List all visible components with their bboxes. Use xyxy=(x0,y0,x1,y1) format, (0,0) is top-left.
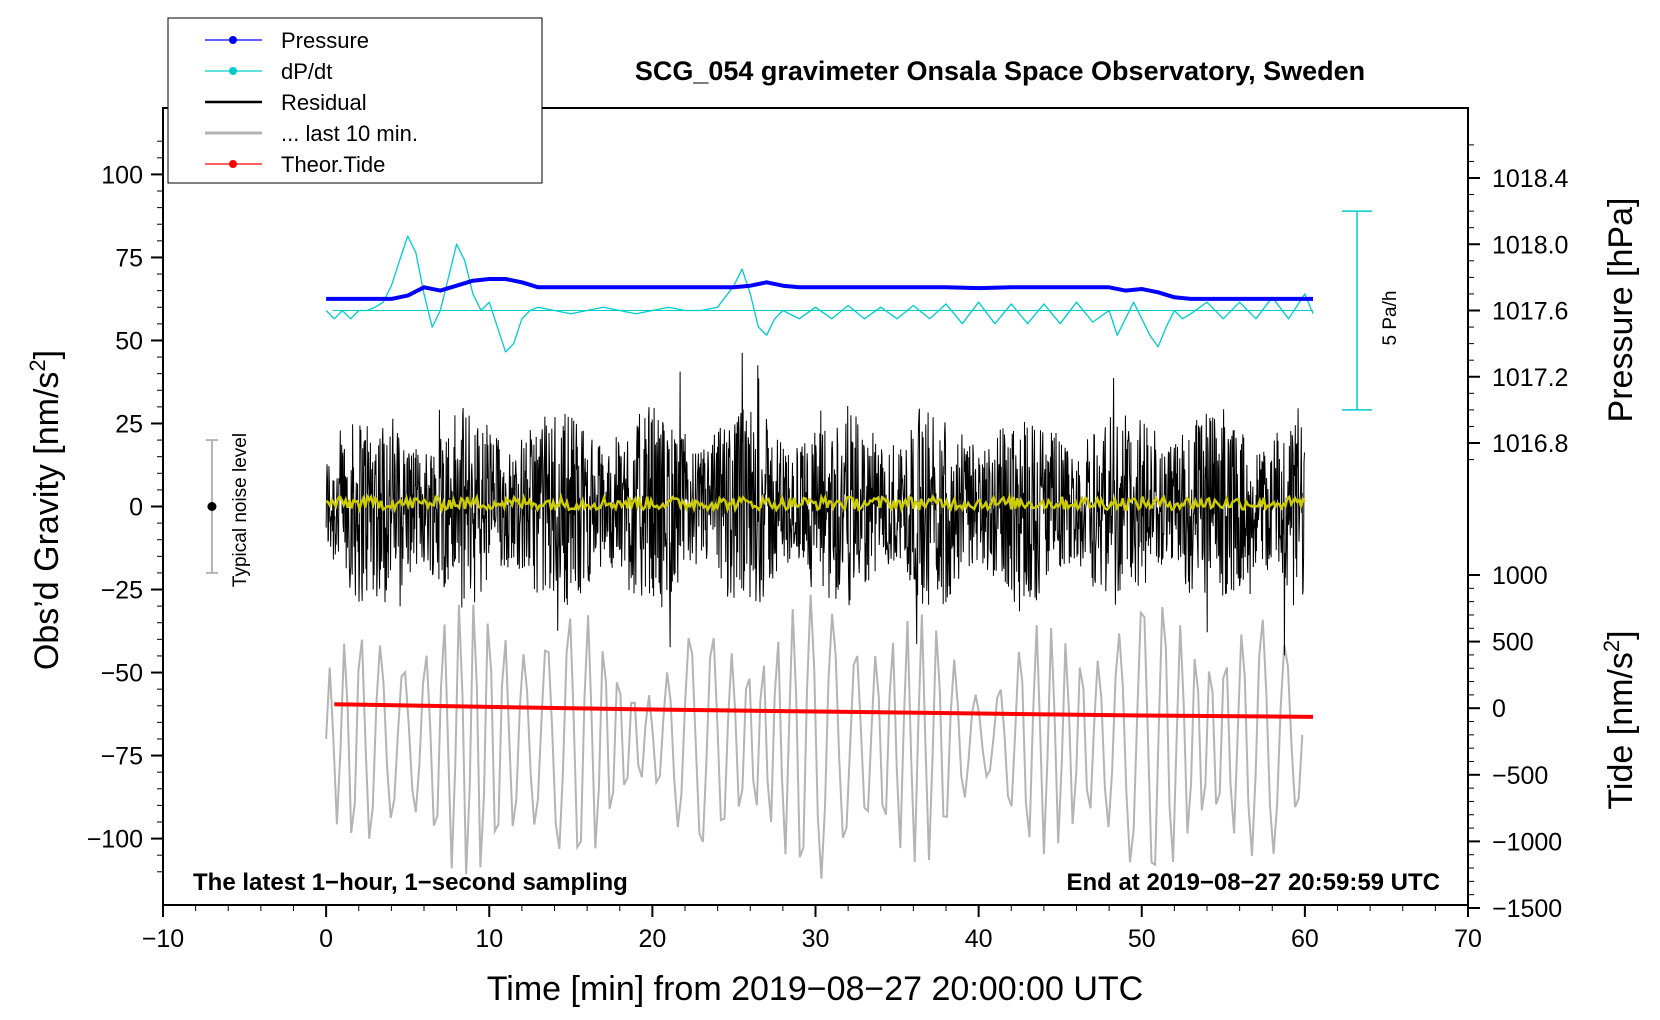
x-tick-label: 30 xyxy=(802,925,830,953)
dpdt-scale-label: 5 Pa/h xyxy=(1380,291,1401,346)
pressure-tick-label: 1018.0 xyxy=(1492,231,1568,259)
x-tick-label: −10 xyxy=(142,925,184,953)
legend: Pressure dP/dt Residual ... last 10 min. The… xyxy=(167,17,543,184)
x-tick-label: 50 xyxy=(1128,925,1156,953)
tide-tick-label: 500 xyxy=(1492,629,1534,657)
left-tick-label: −100 xyxy=(87,826,143,854)
pressure-tick-label: 1018.4 xyxy=(1492,165,1569,193)
series-residual-smoothed xyxy=(325,492,1306,515)
tide-axis-label-end: ] xyxy=(1602,630,1640,639)
left-tick-label: 50 xyxy=(115,327,143,355)
x-tick-label: 70 xyxy=(1454,925,1482,953)
legend-marker xyxy=(229,160,237,168)
pressure-tick-label: 1017.6 xyxy=(1492,298,1568,326)
series-pressure xyxy=(326,277,1313,301)
annotation-latest-hour: The latest 1−hour, 1−second sampling xyxy=(193,869,628,896)
noise-level-indicator xyxy=(205,439,218,574)
annotation-end-time: End at 2019−08−27 20:59:59 UTC xyxy=(1066,869,1440,896)
x-tick-label: 10 xyxy=(475,925,503,953)
legend-label: Residual xyxy=(281,90,367,115)
left-tick-label: −75 xyxy=(101,743,143,771)
tide-tick-label: −1000 xyxy=(1492,828,1562,856)
left-axis-label-sup: 2 xyxy=(25,359,50,371)
left-tick-label: 0 xyxy=(129,494,143,522)
x-tick-label: 0 xyxy=(319,925,333,953)
legend-box xyxy=(167,17,543,184)
legend-label: dP/dt xyxy=(281,59,332,84)
noise-center-dot xyxy=(207,502,217,511)
tide-tick-label: 0 xyxy=(1492,695,1506,723)
tide-tick-label: 1000 xyxy=(1492,562,1548,590)
series-layer xyxy=(325,235,1314,879)
noise-level-label: Typical noise level xyxy=(230,433,251,587)
left-tick-label: −25 xyxy=(101,577,143,605)
dpdt-scale-bar xyxy=(1342,210,1373,411)
legend-marker xyxy=(229,67,237,75)
x-axis-label: Time [min] from 2019−08−27 20:00:00 UTC xyxy=(487,970,1143,1008)
series-last-10-min xyxy=(325,594,1304,879)
left-axis-label-main: Obs’d Gravity [nm/s xyxy=(28,372,66,671)
x-tick-label: 20 xyxy=(638,925,666,953)
pressure-tick-label: 1017.2 xyxy=(1492,364,1568,392)
left-tick-label: 25 xyxy=(115,410,143,438)
legend-label: Pressure xyxy=(281,28,369,53)
legend-label: ... last 10 min. xyxy=(281,121,418,146)
tide-tick-label: −1500 xyxy=(1492,895,1562,923)
legend-marker xyxy=(229,36,237,44)
series-theor-tide xyxy=(334,702,1314,719)
left-tick-label: 100 xyxy=(101,161,143,189)
tide-axis-label: Tide [nm/s2] xyxy=(1599,630,1640,809)
tide-axis-label-sup: 2 xyxy=(1599,640,1624,652)
left-tick-label: 75 xyxy=(115,244,143,272)
left-axis-label-end: ] xyxy=(28,350,66,359)
axis-layer: −10 0 10 20 30 40 50 60 701007550250−25−50−75−10… xyxy=(87,140,1569,953)
pressure-tick-label: 1016.8 xyxy=(1492,430,1568,458)
legend-label: Theor.Tide xyxy=(281,152,385,177)
left-tick-label: −50 xyxy=(101,660,143,688)
series-dpdt xyxy=(325,235,1314,353)
tide-tick-label: −500 xyxy=(1492,762,1548,790)
x-tick-label: 40 xyxy=(965,925,993,953)
x-tick-label: 60 xyxy=(1291,925,1319,953)
pressure-axis-label: Pressure [hPa] xyxy=(1602,198,1640,423)
left-axis-label: Obs’d Gravity [nm/s2] xyxy=(25,350,66,670)
tide-axis-label-main: Tide [nm/s xyxy=(1602,652,1640,809)
chart-title: SCG_054 gravimeter Onsala Space Observat… xyxy=(635,56,1365,86)
